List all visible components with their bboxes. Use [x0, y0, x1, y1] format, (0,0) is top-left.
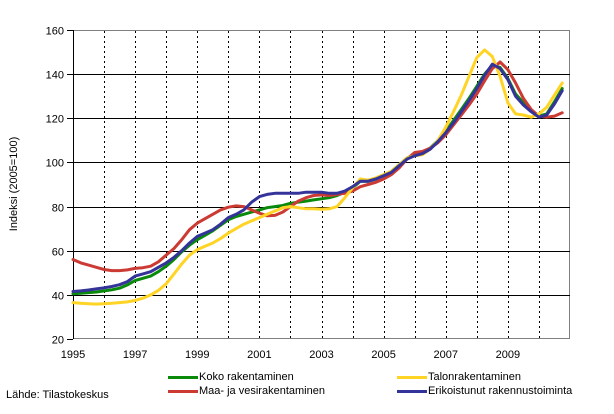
- legend-item: Maa- ja vesirakentaminen: [168, 386, 325, 397]
- y-tick-label: 60: [52, 247, 64, 259]
- y-tick-label: 160: [46, 26, 64, 38]
- y-tick-label: 40: [52, 291, 64, 303]
- line-chart-plot: 20 40 60 80 100 120 140 160 1995 1997 1999 2001 2003…: [46, 26, 571, 361]
- x-tick-label: 1997: [123, 349, 147, 361]
- x-tick-label: 2001: [247, 349, 271, 361]
- legend-label: Koko rakentaminen: [199, 371, 294, 383]
- legend-label: Maa- ja vesirakentaminen: [199, 385, 325, 397]
- y-tick-label: 140: [46, 70, 64, 82]
- legend-item: Talonrakentaminen: [397, 372, 572, 383]
- legend-swatch: [397, 390, 427, 393]
- legend-swatch: [168, 390, 198, 393]
- series-line-talonrakentaminen: [71, 48, 564, 306]
- chart-legend-column-1: Koko rakentaminen Maa- ja vesirakentamine…: [168, 372, 325, 397]
- x-tick-label: 2003: [309, 349, 333, 361]
- x-tick-label: 1999: [185, 349, 209, 361]
- chart-legend-column-2: Talonrakentaminen Erikoistunut rakennusto…: [397, 372, 572, 397]
- x-tick-label: 1995: [61, 349, 85, 361]
- series-line-erikoistunut-rakennustoiminta: [71, 62, 564, 293]
- legend-swatch: [397, 376, 427, 379]
- x-tick-label: 2007: [434, 349, 458, 361]
- source-note: Lähde: Tilastokeskus: [6, 389, 109, 401]
- legend-swatch: [168, 376, 198, 379]
- y-tick-label: 100: [46, 158, 64, 170]
- legend-item: Koko rakentaminen: [168, 372, 325, 383]
- legend-label: Erikoistunut rakennustoiminta: [428, 385, 573, 397]
- x-tick-label: 2005: [371, 349, 395, 361]
- plot-frame: [72, 29, 571, 340]
- legend-item: Erikoistunut rakennustoiminta: [397, 386, 572, 397]
- series-line-koko-rakentaminen: [71, 63, 564, 296]
- y-tick-label: 120: [46, 114, 64, 126]
- legend-label: Talonrakentaminen: [428, 371, 521, 383]
- series-line-maa-ja-vesirakentaminen: [71, 60, 564, 273]
- x-tick-label: 2009: [496, 349, 520, 361]
- y-tick-label: 20: [52, 335, 64, 347]
- y-tick-label: 80: [52, 203, 64, 215]
